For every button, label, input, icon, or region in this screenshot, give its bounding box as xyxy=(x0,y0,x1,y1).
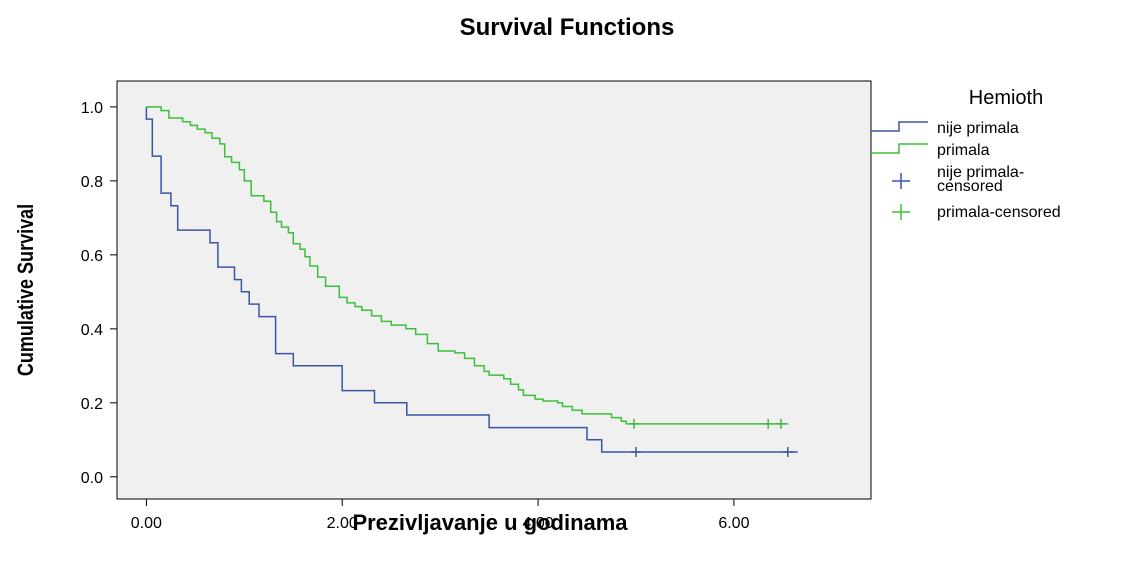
legend: Hemioth nije primala primala nije primala-… xyxy=(871,87,1061,221)
legend-label: primala xyxy=(937,142,990,159)
legend-label: censored xyxy=(937,178,1003,195)
y-axis: 0.0 0.2 0.4 0.6 0.8 1.0 xyxy=(81,100,117,487)
censor-mark xyxy=(763,418,774,429)
legend-label: nije primala xyxy=(937,120,1019,137)
x-tick-label: 0.00 xyxy=(131,515,162,532)
censor-mark xyxy=(775,418,786,429)
y-tick-label: 1.0 xyxy=(81,100,103,117)
x-axis-label: Prezivljavanje u godinama xyxy=(352,510,628,535)
y-axis-label: Cumulative Survival xyxy=(14,204,38,376)
x-tick-label: 6.00 xyxy=(718,515,749,532)
censor-mark xyxy=(630,447,641,458)
y-tick-label: 0.2 xyxy=(81,396,103,413)
legend-swatch-censor xyxy=(892,173,910,189)
legend-label: nije primala- xyxy=(937,164,1024,181)
plot-area xyxy=(116,80,872,500)
legend-swatch-censor xyxy=(892,204,910,220)
series-layer xyxy=(145,106,798,458)
censor-mark xyxy=(629,418,640,429)
censor-mark xyxy=(782,447,793,458)
legend-items: nije primala primala nije primala-censored… xyxy=(871,120,1061,221)
series-line-0 xyxy=(145,106,798,453)
y-tick-label: 0.0 xyxy=(81,470,103,487)
y-tick-label: 0.6 xyxy=(81,248,103,265)
legend-label: primala-censored xyxy=(937,204,1061,221)
legend-swatch-line xyxy=(871,121,928,132)
x-tick-label: 4.00 xyxy=(522,515,553,532)
x-axis: 0.00 2.00 4.00 6.00 xyxy=(131,499,750,532)
x-tick-label: 2.00 xyxy=(327,515,358,532)
y-tick-label: 0.8 xyxy=(81,174,103,191)
legend-title: Hemioth xyxy=(969,87,1043,109)
series-line-1 xyxy=(146,106,788,425)
legend-swatch-line xyxy=(871,143,928,154)
y-tick-label: 0.4 xyxy=(81,322,103,339)
chart-title: Survival Functions xyxy=(460,14,675,41)
